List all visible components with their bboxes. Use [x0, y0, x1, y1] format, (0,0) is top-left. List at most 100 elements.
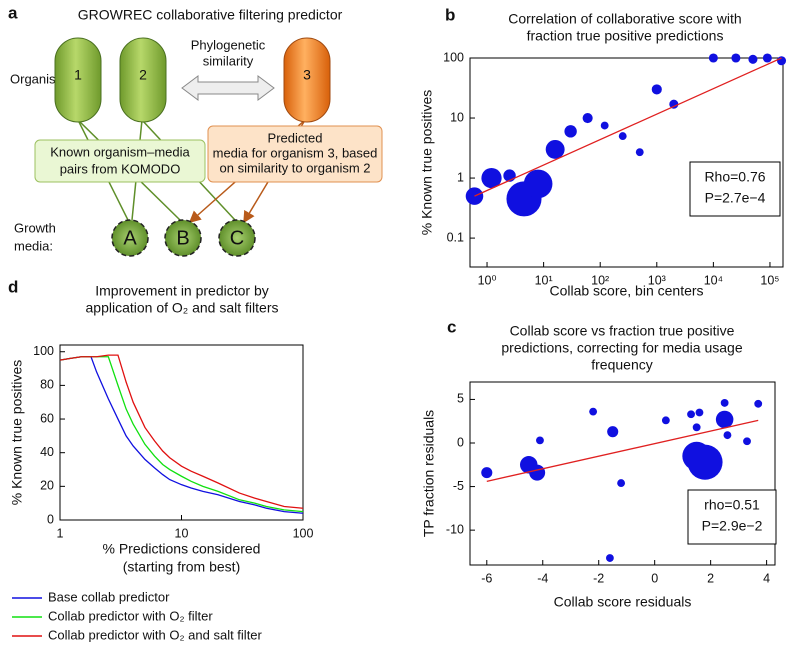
media-label: media: — [14, 238, 53, 253]
y-tick-label: 1 — [457, 170, 464, 184]
point — [589, 407, 598, 416]
y-tick-label: 100 — [33, 344, 54, 358]
x-axis-label: (starting from best) — [123, 559, 240, 575]
y-tick-label: 0 — [457, 435, 464, 449]
annotation: P=2.7e−4 — [705, 190, 766, 206]
legend-label: Collab predictor with O₂ and salt filter — [48, 627, 263, 642]
point — [723, 431, 732, 440]
similarity-arrow — [181, 75, 275, 101]
point — [545, 139, 565, 159]
known-box — [34, 139, 206, 183]
organism-pill — [54, 37, 102, 123]
media-dish — [218, 219, 256, 257]
y-tick-label: 5 — [457, 392, 464, 406]
x-axis-label: Collab score, bin centers — [549, 283, 703, 299]
y-tick-label: 20 — [40, 479, 54, 493]
y-tick-label: 60 — [40, 411, 54, 425]
predicted-text: Predicted — [268, 130, 323, 145]
point — [748, 54, 758, 64]
point — [731, 53, 741, 63]
point — [669, 99, 679, 109]
legend-label: Collab predictor with O₂ filter — [48, 608, 213, 623]
chart-title: Collab score vs fraction true positive — [510, 323, 735, 339]
chart-title: frequency — [591, 357, 652, 373]
annotation-box — [687, 489, 777, 545]
x-tick-label: 10¹ — [535, 273, 553, 287]
x-tick-label: -6 — [481, 571, 492, 585]
plot-frame — [469, 381, 776, 566]
point — [692, 423, 701, 432]
y-tick-label: 40 — [40, 445, 54, 459]
x-axis-label: % Predictions considered — [103, 541, 261, 557]
chart-title: Correlation of collaborative score with — [508, 11, 741, 27]
media-letter: B — [176, 227, 189, 249]
organism-number: 3 — [303, 67, 311, 83]
fit-line — [474, 57, 782, 197]
point — [687, 444, 723, 480]
x-tick-label: -4 — [537, 571, 548, 585]
fit-line — [486, 419, 759, 482]
point — [617, 479, 626, 488]
chart-title: predictions, correcting for media usage — [501, 340, 742, 356]
similarity-text: Phylogenetic — [191, 37, 266, 52]
point — [695, 408, 704, 417]
point — [607, 426, 619, 438]
point — [529, 464, 546, 481]
y-tick-label: -5 — [453, 479, 464, 493]
predicted-box — [207, 125, 383, 183]
media-label: Growth — [14, 220, 56, 235]
x-tick-label: 100 — [293, 526, 314, 540]
panel-letter: d — [8, 277, 18, 296]
diagram-panel: a GROWREC collaborative filtering predic… — [8, 3, 383, 257]
chart-title: fraction true positive predictions — [527, 28, 724, 44]
point — [523, 169, 553, 199]
point — [743, 437, 751, 446]
y-tick-label: 80 — [40, 378, 54, 392]
x-tick-label: 2 — [707, 571, 714, 585]
x-tick-label: 0 — [651, 571, 658, 585]
known-text: Known organism–media — [50, 144, 190, 159]
point — [715, 410, 734, 429]
y-axis-label: TP fraction residuals — [421, 410, 437, 537]
point — [600, 121, 609, 130]
media-dish — [111, 219, 149, 257]
point — [708, 53, 718, 63]
y-tick-label: 100 — [443, 50, 464, 64]
point — [776, 56, 787, 66]
known-text: pairs from KOMODO — [60, 161, 181, 176]
y-axis-label: % Known true positives — [419, 90, 435, 236]
diagram-title: GROWREC collaborative filtering predicto… — [78, 7, 343, 23]
x-tick-label: 10⁰ — [478, 273, 497, 287]
y-tick-label: 10 — [450, 110, 464, 124]
x-tick-label: 4 — [763, 571, 770, 585]
x-tick-label: 10⁴ — [704, 273, 723, 287]
point — [635, 148, 644, 157]
panel-letter: c — [447, 317, 456, 336]
y-axis-label: % Known true positives — [9, 360, 25, 506]
similarity-text: similarity — [203, 53, 254, 68]
series-line — [59, 356, 304, 514]
point — [605, 554, 614, 562]
media-dish — [164, 219, 202, 257]
chart-title: application of O₂ and salt filters — [86, 300, 279, 316]
x-axis-label: Collab score residuals — [554, 594, 692, 610]
point — [762, 53, 772, 63]
legend-label: Base collab predictor — [48, 589, 170, 604]
media-letter: A — [123, 227, 137, 249]
media-letter: C — [230, 227, 244, 249]
point — [754, 399, 763, 408]
point — [536, 436, 544, 445]
annotation-box — [689, 161, 781, 217]
annotation: P=2.9e−2 — [702, 518, 763, 534]
point — [687, 410, 695, 419]
organism-number: 1 — [74, 67, 82, 83]
point — [582, 112, 593, 124]
predicted-text: on similarity to organism 2 — [220, 160, 371, 175]
chart-title: Improvement in predictor by — [95, 283, 269, 299]
y-tick-label: 0 — [47, 512, 54, 526]
point — [481, 167, 502, 189]
point — [651, 84, 662, 95]
panel-letter: a — [8, 3, 18, 22]
point — [564, 125, 577, 138]
